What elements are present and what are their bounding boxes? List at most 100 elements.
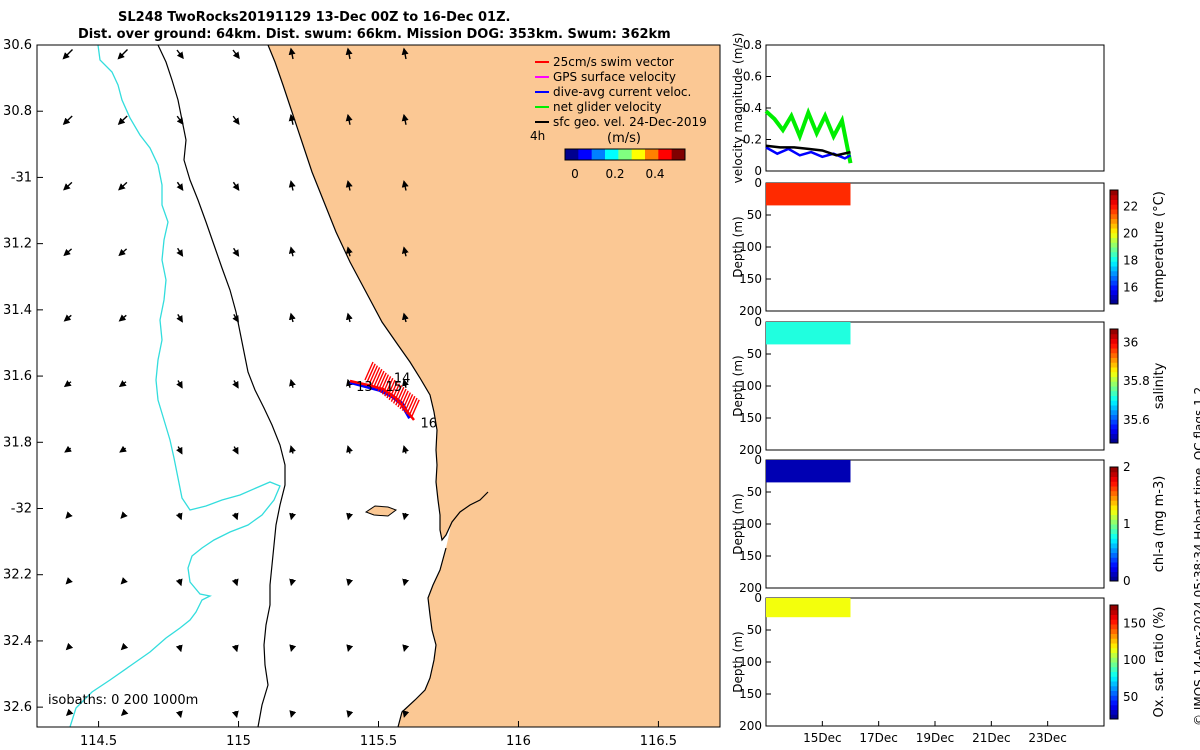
colorbar-swatch — [1110, 662, 1118, 668]
colorbar-swatch — [1110, 237, 1118, 243]
colorbar-swatch — [1110, 471, 1118, 477]
legend-item-label: sfc geo. vel. 24-Dec-2019 — [553, 115, 707, 129]
depth-tick-label: 150 — [739, 411, 762, 425]
x-tick-label: 115 — [226, 734, 251, 749]
colorbar-swatch — [1110, 609, 1118, 615]
velocity-arrow-icon — [232, 380, 239, 389]
velocity-arrow-icon — [289, 512, 296, 521]
velocity-arrow-icon — [118, 380, 127, 388]
colorbar-tick-label: 22 — [1123, 199, 1138, 213]
date-tick-label: 23Dec — [1028, 731, 1067, 745]
velocity-arrow-icon — [345, 47, 353, 60]
colorbar-swatch — [1110, 386, 1118, 392]
colorbar-swatch — [1110, 424, 1118, 430]
swim-vector — [397, 388, 407, 408]
colorbar-swatch — [1110, 348, 1118, 354]
y-tick-label: 31.6 — [3, 369, 32, 384]
x-tick-label: 114.5 — [80, 734, 117, 749]
colorbar-swatch — [1110, 666, 1118, 672]
velocity-arrow-icon — [117, 115, 128, 126]
velocity-arrow-icon — [346, 445, 353, 454]
velocity-arrow-icon — [346, 512, 353, 521]
swim-vector — [408, 397, 418, 417]
velocity-arrow-icon — [345, 113, 353, 125]
depth-tick-label: 100 — [739, 655, 762, 669]
velocity-arrow-icon — [175, 578, 183, 587]
velocity-arrow-icon — [65, 577, 73, 585]
track-day-label: 14 — [394, 372, 411, 387]
swim-vector — [366, 363, 376, 383]
colorbar-swatch — [1110, 605, 1118, 611]
x-tick-label: 116.5 — [640, 734, 677, 749]
swim-vector — [368, 365, 379, 384]
depth-tick-label: 100 — [739, 379, 762, 393]
colorbar-swatch — [1110, 614, 1118, 620]
depth-axis-label: Depth (m) — [731, 216, 745, 277]
colorbar-swatch — [1110, 709, 1118, 715]
colorbar-tick-label: 50 — [1123, 690, 1138, 704]
colorbar-swatch — [1110, 676, 1118, 682]
colorbar-swatch — [1110, 362, 1118, 368]
colorbar-swatch — [1110, 218, 1118, 224]
velocity-arrow-icon — [63, 314, 72, 322]
colorbar-swatch — [1110, 571, 1118, 577]
colorbar-swatch — [1110, 242, 1118, 248]
track-day-label: 13 — [356, 380, 373, 395]
colorbar-swatch — [1110, 228, 1118, 234]
velocity-arrow-icon — [120, 642, 129, 651]
velocity-arrow-icon — [176, 181, 184, 191]
swim-vector — [381, 376, 392, 395]
colorbar-frame — [1109, 328, 1119, 444]
isobath-0m — [267, 45, 489, 727]
colorbar-swatch — [1110, 533, 1118, 539]
velocity-arrow-icon — [231, 710, 239, 719]
colorbar-label: Ox. sat. ratio (%) — [1152, 607, 1167, 718]
colorbar-swatch — [618, 149, 633, 160]
velocity-axes — [765, 44, 1105, 172]
colorbar-swatch — [1110, 409, 1118, 415]
velocity-arrow-icon — [176, 247, 184, 257]
depth-tick-label: 150 — [739, 687, 762, 701]
velocity-y-label: velocity magnitude (m/s) — [731, 33, 745, 184]
colorbar-swatch — [1110, 223, 1118, 229]
velocity-arrow-icon — [175, 644, 183, 653]
swim-vector — [403, 394, 414, 413]
colorbar-swatch — [1110, 338, 1118, 344]
depth-tick-label: 200 — [739, 581, 762, 595]
depth-tick-label: 0 — [754, 453, 762, 467]
map-panel: 114.5 115 115.5 116 116.5 30.6 30.8 -31 31.2 31.4… — [3, 38, 721, 749]
colorbar-swatch — [1110, 376, 1118, 382]
colorbar-swatch — [1110, 213, 1118, 219]
depth-tick-label: 100 — [739, 240, 762, 254]
colorbar-swatch — [1110, 438, 1118, 444]
colorbar-swatch — [1110, 467, 1118, 473]
depth-axis-label: Depth (m) — [731, 493, 745, 554]
velocity-arrow-icon — [401, 246, 409, 257]
velocity-arrow-icon — [119, 445, 127, 453]
velocity-arrow-icon — [118, 314, 127, 322]
velocity-arrow-icon — [176, 314, 183, 323]
velocity-arrow-icon — [63, 181, 73, 191]
colorbar-swatch — [1110, 647, 1118, 653]
colorbar-swatch — [1110, 671, 1118, 677]
velocity-arrow-icon — [289, 644, 297, 653]
colorbar-tick-label: 0.2 — [605, 167, 624, 181]
colorbar-swatch — [1110, 433, 1118, 439]
velocity-arrow-icon — [63, 380, 72, 388]
velocity-arrow-icon — [402, 445, 409, 454]
swim-vector — [379, 374, 390, 393]
y-tick-label: 30.6 — [3, 38, 32, 53]
colorbar-swatch — [1110, 514, 1118, 520]
depth-tick-label: 0 — [754, 176, 762, 190]
colorbar-swatch — [1110, 547, 1118, 553]
colorbar-frame — [564, 148, 686, 161]
velocity-arrow-icon — [288, 113, 296, 125]
colorbar-swatch — [1110, 505, 1118, 511]
colorbar-tick-label: 1 — [1123, 517, 1131, 531]
swim-vector — [370, 367, 381, 386]
track-day-label: 16 — [420, 416, 437, 431]
velocity-arrow-icon — [62, 115, 73, 126]
colorbar-swatch — [1110, 562, 1118, 568]
velocity-arrow-icon — [64, 445, 72, 453]
colorbar-title: (m/s) — [607, 131, 641, 146]
